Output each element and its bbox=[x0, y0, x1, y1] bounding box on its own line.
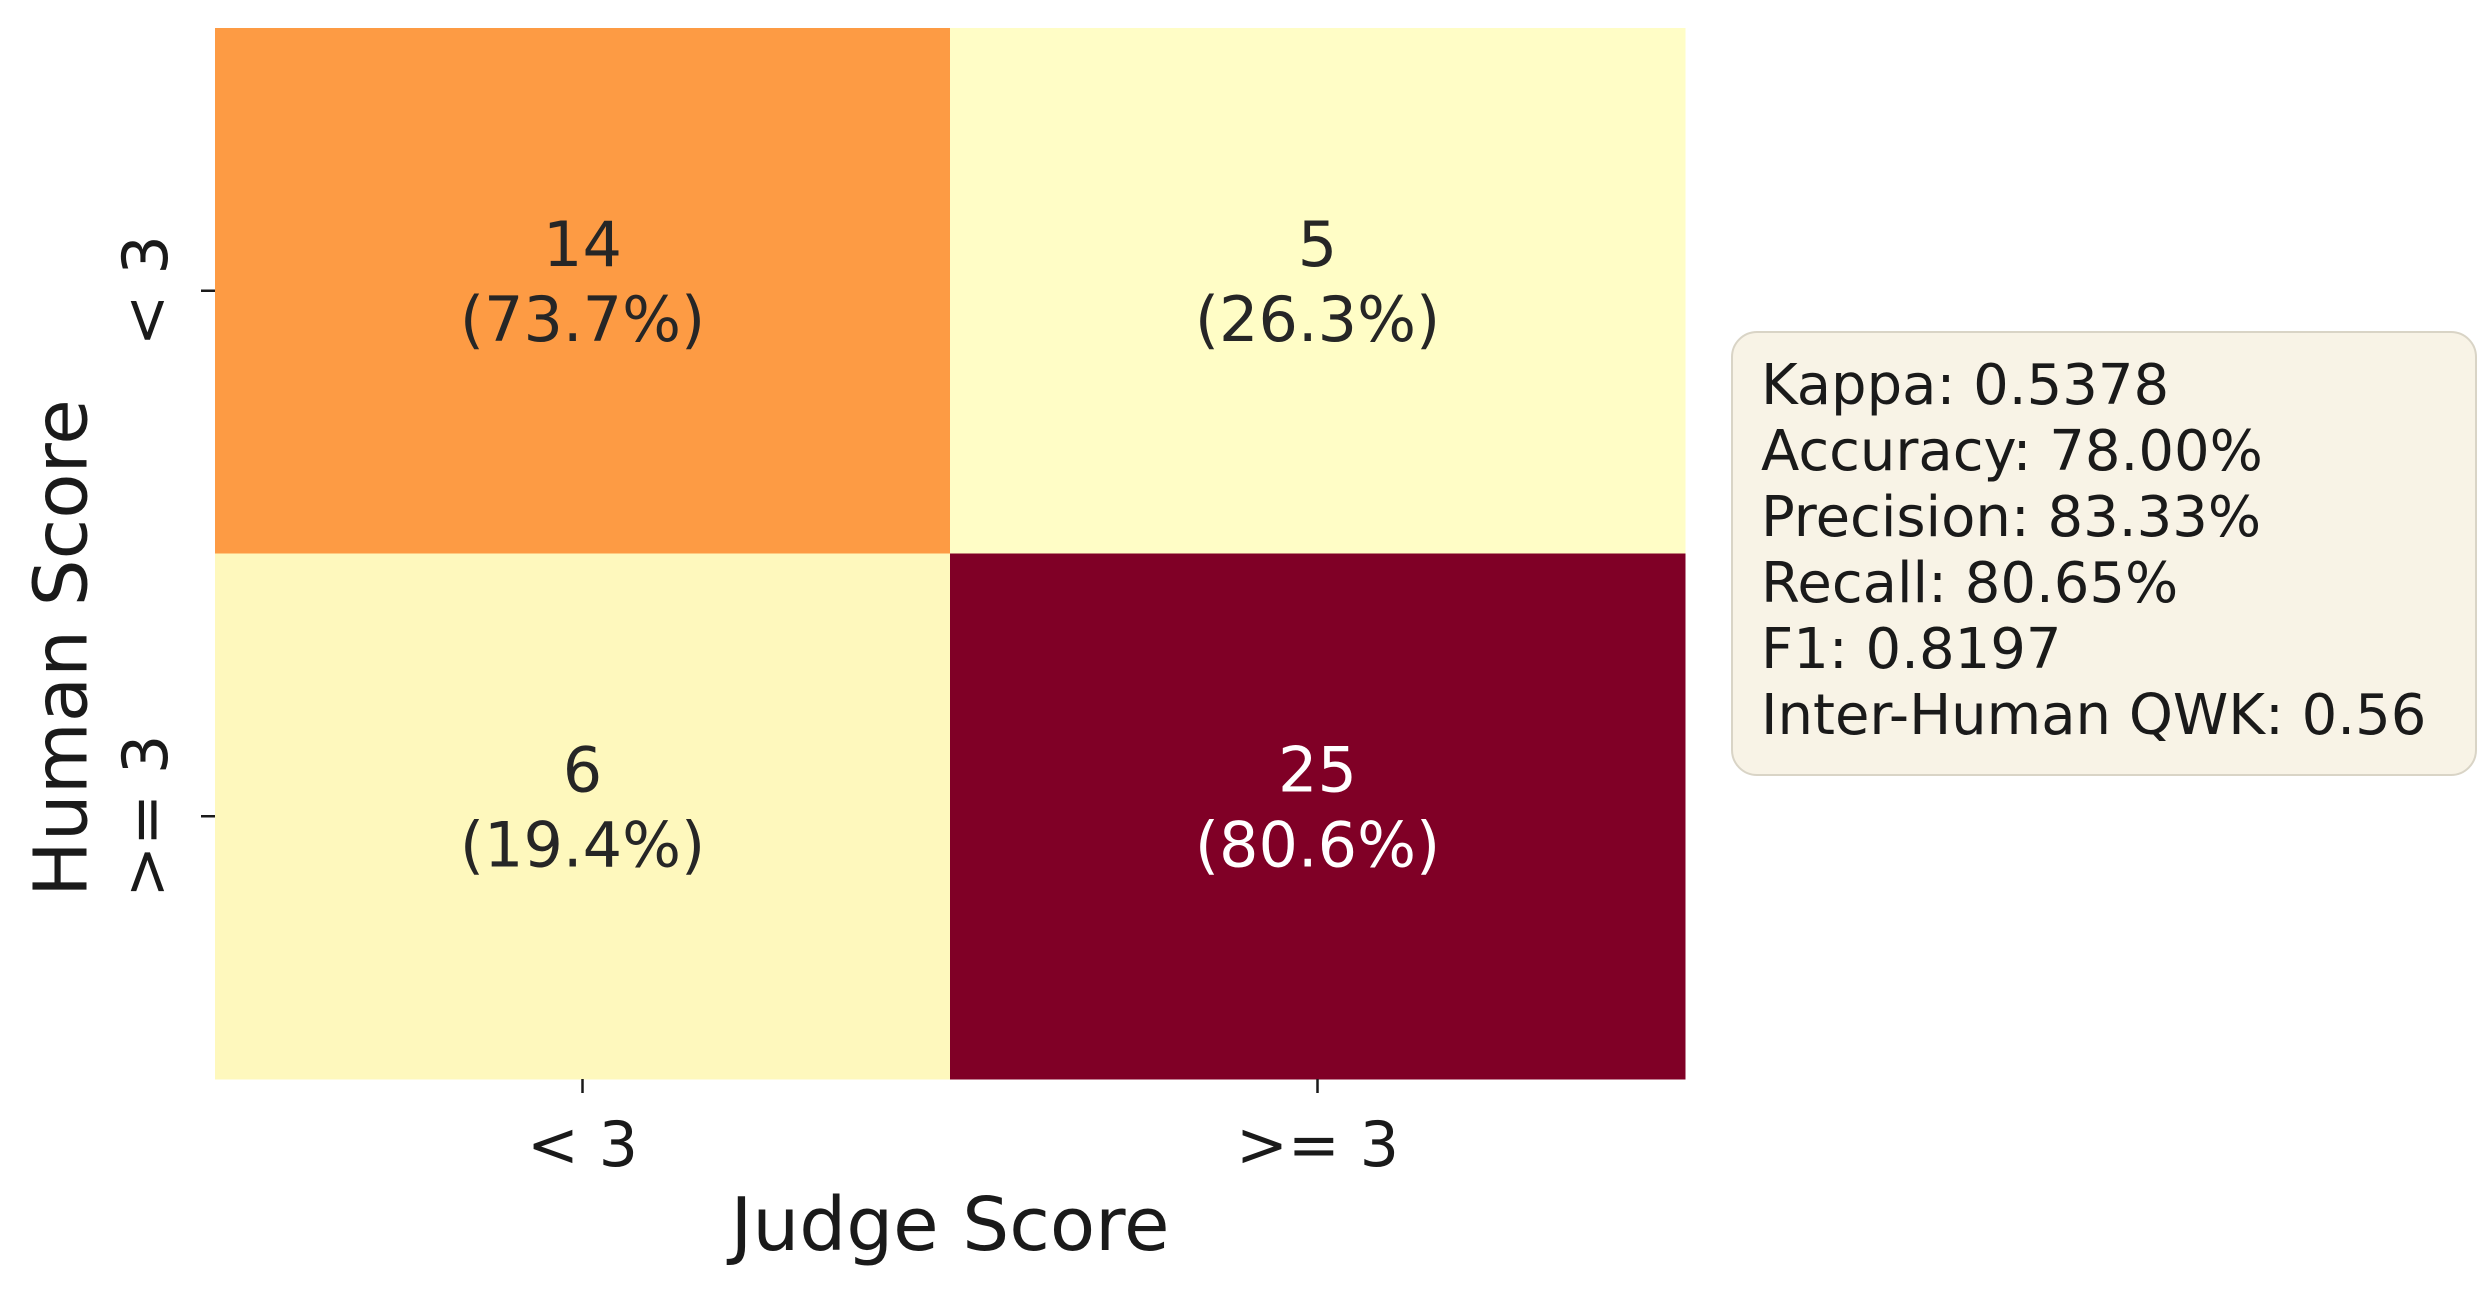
y-tick-label-0: < 3 bbox=[109, 235, 182, 346]
x-axis-title: Judge Score bbox=[727, 1182, 1170, 1268]
cell-percent-label-r0-c0: (73.7%) bbox=[460, 283, 705, 356]
x-tick-label-1: >= 3 bbox=[1236, 1108, 1399, 1181]
inter-human-qwk-stat: Inter-Human QWK: 0.56 bbox=[1761, 683, 2427, 748]
x-axis-ticks: < 3 >= 3 bbox=[527, 1079, 1399, 1181]
precision-stat: Precision: 83.33% bbox=[1761, 485, 2262, 550]
cell-count-label-r1-c0: 6 bbox=[563, 733, 602, 806]
heatmap-cell-r1-c0 bbox=[215, 553, 951, 1080]
metrics-box: Kappa: 0.5378 Accuracy: 78.00% Precision… bbox=[1731, 331, 2477, 776]
f1-stat: F1: 0.8197 bbox=[1761, 617, 2062, 682]
cell-percent-label-r1-c1: (80.6%) bbox=[1195, 808, 1440, 881]
heatmap-cell-r0-c1 bbox=[950, 28, 1686, 554]
recall-stat: Recall: 80.65% bbox=[1761, 551, 2179, 616]
cell-count-label-r0-c1: 5 bbox=[1298, 208, 1337, 281]
cell-percent-label-r0-c1: (26.3%) bbox=[1195, 283, 1440, 356]
heatmap-cell-r1-c1 bbox=[950, 553, 1686, 1080]
y-axis-title: Human Score bbox=[19, 399, 105, 897]
cell-count-label-r1-c1: 25 bbox=[1278, 733, 1357, 806]
x-tick-label-0: < 3 bbox=[527, 1108, 638, 1181]
heatmap-cells bbox=[215, 28, 1686, 1080]
cell-percent-label-r1-c0: (19.4%) bbox=[460, 808, 705, 881]
cell-count-label-r0-c0: 14 bbox=[543, 208, 622, 281]
heatmap-cell-labels: 14(73.7%) 5(26.3%) 6(19.4%) 25(80.6%) bbox=[460, 208, 1440, 882]
kappa-stat: Kappa: 0.5378 bbox=[1761, 353, 2170, 418]
y-axis-ticks: < 3 >= 3 bbox=[109, 235, 215, 898]
y-tick-label-1: >= 3 bbox=[109, 735, 182, 898]
accuracy-stat: Accuracy: 78.00% bbox=[1761, 419, 2263, 484]
heatmap-cell-r0-c0 bbox=[215, 28, 951, 554]
